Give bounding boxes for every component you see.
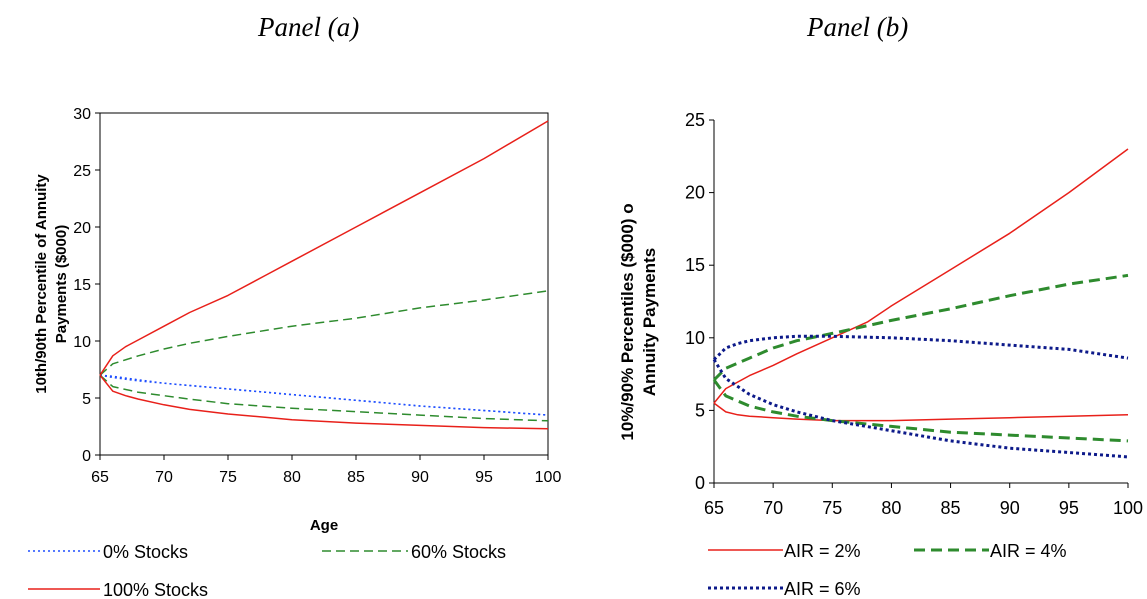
legend-100pct-label: 100% Stocks [103, 580, 208, 599]
panel-a-ytick-label: 10 [73, 334, 91, 351]
panel-a-series-60-stocks-upper [99, 290, 549, 376]
panel-a-xtick-label: 70 [155, 469, 173, 486]
panel-b-xtick-label: 95 [1059, 498, 1079, 518]
panel-a-ytick-label: 5 [82, 391, 91, 408]
panel-a-title: Panel (a) [258, 12, 360, 42]
legend-air4-label: AIR = 4% [990, 541, 1067, 561]
panel-a-ytick-label: 30 [73, 106, 91, 123]
panel-a-series-100-stocks-lower [99, 374, 549, 430]
panel-a-ytick-label: 25 [73, 163, 91, 180]
panel-b-xtick-label: 85 [941, 498, 961, 518]
panel-b-xtick-label: 65 [704, 498, 724, 518]
panel-b-xtick-label: 90 [1000, 498, 1020, 518]
panel-a-legend: 0% Stocks 60% Stocks 100% Stocks [28, 542, 506, 599]
panel-a-xtick-label: 75 [219, 469, 237, 486]
panel-b-ytick-label: 20 [685, 183, 705, 203]
panel-b-ytick-label: 0 [695, 473, 705, 493]
panel-a-xtick-label: 90 [411, 469, 429, 486]
panel-b-legend: AIR = 2% AIR = 4% AIR = 6% [708, 541, 1067, 599]
panel-a-xtick-label: 65 [91, 469, 109, 486]
panel-a-series-60-stocks-lower [99, 374, 549, 422]
panel-a-xtick-label: 85 [347, 469, 365, 486]
legend-air6-label: AIR = 6% [784, 579, 861, 599]
panel-a-ylabel-line2: Payments ($000) [53, 225, 70, 343]
panel-b-xtick-label: 80 [881, 498, 901, 518]
panel-b-ytick-label: 5 [695, 400, 705, 420]
panel-a-series-0-stocks-upper [99, 374, 549, 416]
panel-a-ylabel-line1: 10th/90th Percentile of Annuity [33, 174, 50, 394]
panel-b-ytick-label: 25 [685, 110, 705, 130]
panel-b-series-air-2-upper [713, 148, 1129, 404]
panel-a-series-100-stocks-upper [99, 120, 549, 376]
panel-b-xtick-label: 75 [822, 498, 842, 518]
panel-a-xtick-label: 100 [535, 469, 562, 486]
panel-a-xtick-label: 95 [475, 469, 493, 486]
panel-b-ylabel-line2: Annuity Payments [640, 248, 659, 396]
panel-b-series-air-6-lower [712, 358, 1129, 459]
panel-a-plot-area [99, 112, 549, 456]
panel-a-series-0-stocks-lower [99, 374, 549, 416]
panel-a-ytick-label: 20 [73, 220, 91, 237]
legend-60pct-label: 60% Stocks [411, 542, 506, 562]
panel-a-xtick-label: 80 [283, 469, 301, 486]
panel-b-xtick-label: 100 [1113, 498, 1143, 518]
legend-0pct-label: 0% Stocks [103, 542, 188, 562]
legend-air2-label: AIR = 2% [784, 541, 861, 561]
panel-b-xtick-label: 70 [763, 498, 783, 518]
panel-a-ytick-label: 15 [73, 277, 91, 294]
panel-a-ytick-label: 0 [82, 448, 91, 465]
panel-b-ylabel-line1: 10%/90% Percentiles ($000) o [618, 203, 637, 440]
panel-a-xlabel: Age [310, 517, 338, 534]
panel-b-chart: 0 5 10 15 20 25 65 70 75 80 85 90 95 100 10%/90% Per… [618, 110, 1143, 599]
panel-b-series-air-4-upper [712, 273, 1129, 381]
panel-a-chart: 0 5 10 15 20 25 30 65 70 75 80 85 90 95 100 Age 10th/… [28, 106, 561, 599]
panel-b-ytick-label: 10 [685, 328, 705, 348]
panel-b-ytick-label: 15 [685, 255, 705, 275]
panel-b-title: Panel (b) [807, 12, 909, 42]
panel-b-series-air-4-lower [712, 379, 1129, 443]
